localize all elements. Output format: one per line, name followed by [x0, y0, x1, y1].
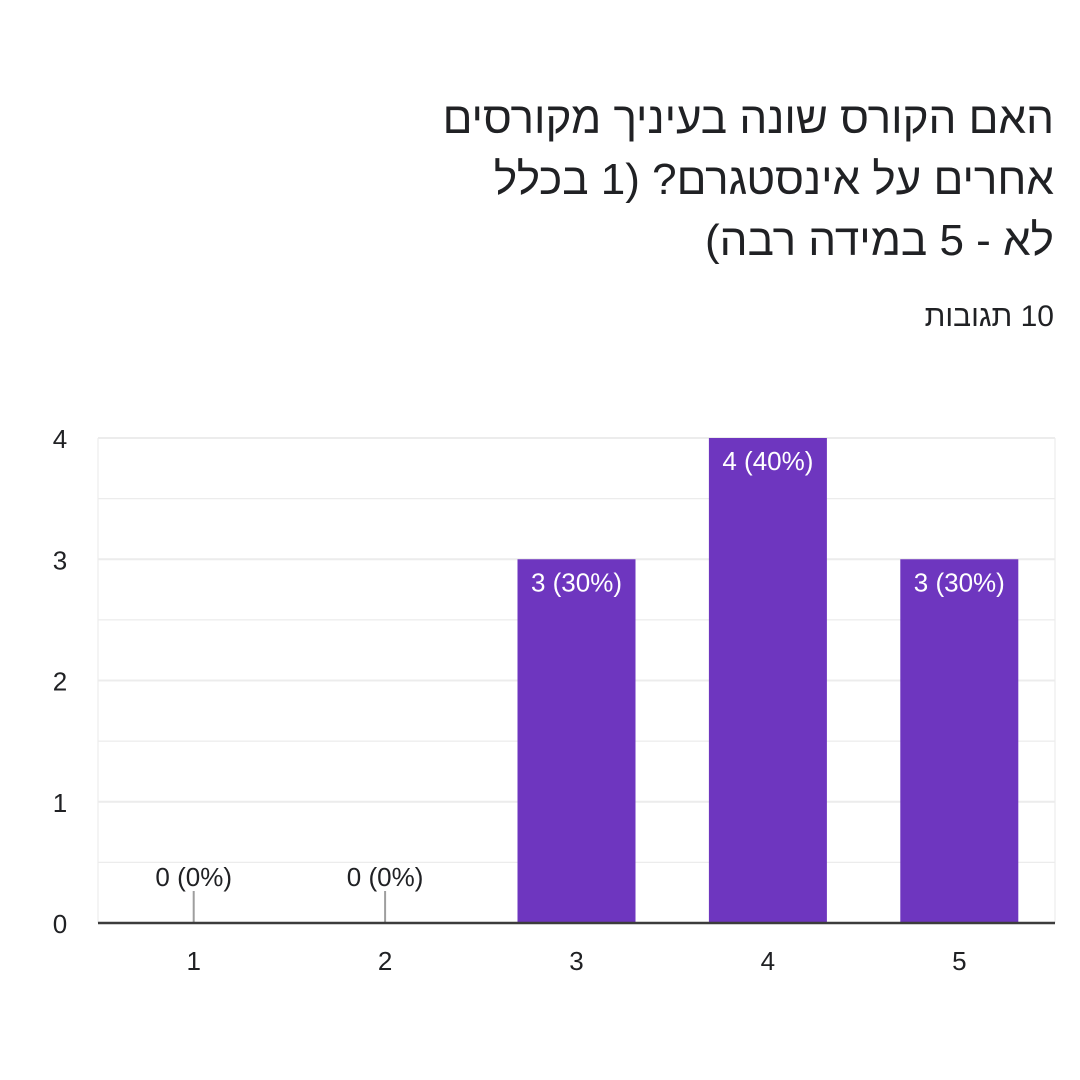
x-tick-label: 5 — [952, 946, 966, 976]
x-tick-label: 3 — [569, 946, 583, 976]
y-tick-label: 1 — [53, 788, 67, 818]
y-tick-label: 4 — [53, 424, 67, 454]
data-label: 0 (0%) — [347, 862, 424, 892]
bars — [192, 438, 1019, 923]
x-tick-label: 2 — [378, 946, 392, 976]
y-tick-label: 2 — [53, 667, 67, 697]
question-title: האם הקורס שונה בעיניך מקורסים אחרים על א… — [442, 94, 1054, 265]
responses-count: 10 תגובות — [924, 300, 1054, 333]
data-label: 0 (0%) — [155, 862, 232, 892]
x-tick-label: 1 — [186, 946, 200, 976]
data-labels: 0 (0%) 0 (0%) 3 (30%) 4 (40%) 3 (30%) — [155, 446, 1004, 892]
data-label: 3 (30%) — [531, 567, 622, 597]
bar-3 — [517, 559, 636, 923]
x-axis-ticks: 1 2 3 4 5 — [186, 946, 966, 976]
bar-5 — [900, 559, 1019, 923]
data-label: 3 (30%) — [914, 567, 1005, 597]
y-tick-label: 3 — [53, 545, 67, 575]
bar-4 — [708, 438, 827, 923]
y-axis-ticks: 0 1 2 3 4 — [53, 424, 67, 939]
y-tick-label: 0 — [53, 909, 67, 939]
data-label: 4 (40%) — [722, 446, 813, 476]
x-tick-label: 4 — [761, 946, 775, 976]
